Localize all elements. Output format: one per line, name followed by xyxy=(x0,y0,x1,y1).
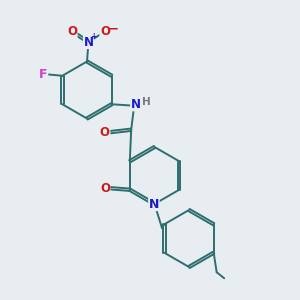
Text: N: N xyxy=(83,35,94,49)
Text: O: O xyxy=(100,126,110,139)
Text: N: N xyxy=(131,98,141,111)
Text: O: O xyxy=(100,182,110,195)
Text: N: N xyxy=(149,197,159,211)
Text: O: O xyxy=(100,25,110,38)
Text: −: − xyxy=(108,22,119,36)
Text: F: F xyxy=(39,68,48,81)
Text: H: H xyxy=(142,97,151,107)
Text: O: O xyxy=(67,25,77,38)
Text: +: + xyxy=(91,32,97,41)
